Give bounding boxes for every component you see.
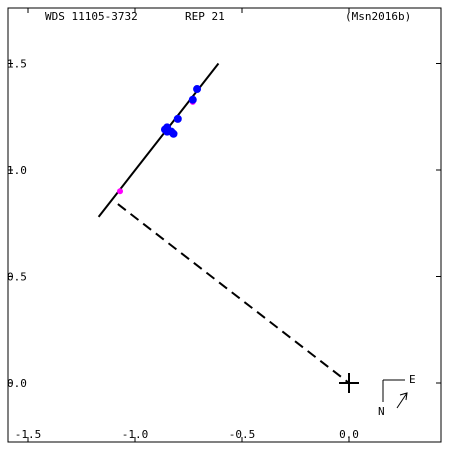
compass-east-label: E xyxy=(409,373,416,386)
y-tick-label: 0.0 xyxy=(7,377,27,390)
x-tick-label: -0.5 xyxy=(229,428,256,441)
observation-point xyxy=(173,114,182,123)
predicted-position-point xyxy=(117,188,124,195)
observation-point xyxy=(193,85,202,94)
wds-identifier: WDS 11105-3732 xyxy=(45,10,138,23)
chart-marks xyxy=(97,62,359,393)
observation-point xyxy=(188,95,197,104)
periastron-connector-dashed xyxy=(117,203,350,384)
compass-north-label: N xyxy=(378,405,385,418)
x-tick-label: -1.5 xyxy=(15,428,42,441)
y-tick-label: 0.5 xyxy=(7,271,27,284)
motion-arrow-head xyxy=(399,392,408,401)
plot-frame xyxy=(7,7,442,443)
y-tick-label: 1.5 xyxy=(7,58,27,71)
plot-border xyxy=(7,7,442,443)
x-tick-label: 0.0 xyxy=(339,428,359,441)
motion-arrow-shaft xyxy=(396,392,408,409)
rep-label: REP 21 xyxy=(185,10,225,23)
axis-ticks: -1.5 -1.0 -0.5 0.0 1.5 1.0 0.5 0.0 xyxy=(7,8,441,442)
compass-rose: N E xyxy=(378,373,416,418)
x-tick-label: -1.0 xyxy=(122,428,149,441)
observation-point xyxy=(169,129,178,138)
orbit-track-line xyxy=(97,62,220,218)
reference-label: (Msn2016b) xyxy=(345,10,411,23)
y-tick-label: 1.0 xyxy=(7,164,27,177)
